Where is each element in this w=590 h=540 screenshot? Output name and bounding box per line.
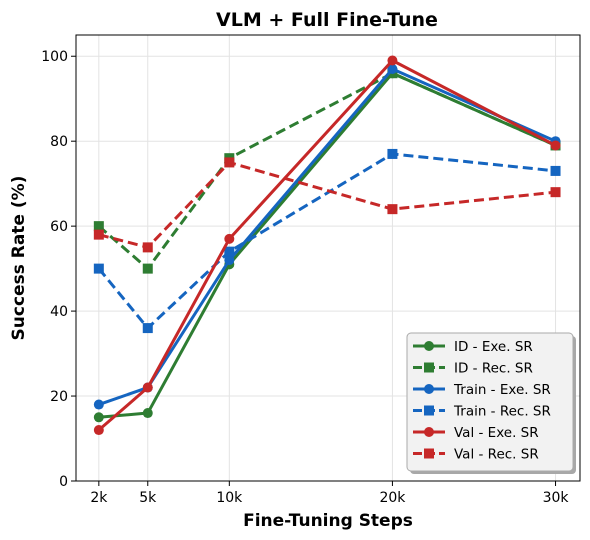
- data-point: [387, 55, 398, 66]
- chart-title: VLM + Full Fine-Tune: [216, 9, 438, 31]
- legend-marker: [424, 405, 434, 416]
- series-1: [93, 68, 561, 274]
- x-axis-title: Fine-Tuning Steps: [243, 511, 413, 531]
- data-point: [93, 412, 104, 423]
- y-tick-label: 60: [50, 219, 68, 235]
- data-point: [224, 255, 235, 266]
- series-lines: [93, 55, 561, 436]
- y-tick-label: 80: [50, 134, 68, 150]
- x-tick-label: 30k: [543, 490, 570, 506]
- data-point: [387, 148, 398, 159]
- data-point: [93, 425, 104, 436]
- legend-box: [406, 332, 574, 472]
- legend-marker: [424, 427, 434, 437]
- series-4: [93, 55, 561, 436]
- data-point: [93, 399, 104, 410]
- axes: 0 20 40 60 80 100 2k 5k 10k 20k 30k: [41, 49, 569, 506]
- data-point: [224, 233, 235, 244]
- series-line: [98, 160, 556, 249]
- y-tick-label: 40: [50, 304, 68, 320]
- legend: ID - Exe. SR ID - Rec. SR Train - Exe. SR T…: [406, 332, 576, 474]
- legend-marker: [424, 341, 434, 351]
- legend-item: Val - Rec. SR: [413, 447, 539, 463]
- x-tick-label: 10k: [216, 490, 243, 506]
- series-5: [93, 157, 561, 253]
- data-point: [93, 229, 104, 240]
- legend-item: ID - Exe. SR: [413, 339, 533, 355]
- series-3: [93, 148, 561, 334]
- data-point: [387, 204, 398, 215]
- legend-label: ID - Rec. SR: [454, 361, 533, 377]
- data-point: [93, 221, 104, 232]
- legend-label: Val - Exe. SR: [454, 425, 539, 441]
- legend-marker: [424, 362, 434, 373]
- x-tick-label: 5k: [139, 490, 157, 506]
- x-tick-label: 20k: [379, 490, 406, 506]
- legend-label: Train - Rec. SR: [453, 404, 551, 420]
- legend-marker: [424, 448, 434, 459]
- y-tick-label: 0: [59, 474, 68, 490]
- legend-item: ID - Rec. SR: [413, 361, 533, 377]
- y-axis-title: Success Rate (%): [9, 176, 29, 341]
- plot-frame: [75, 34, 581, 482]
- y-tick-label: 20: [50, 389, 68, 405]
- data-point: [550, 165, 561, 176]
- legend-label: ID - Exe. SR: [454, 339, 533, 355]
- legend-item: Train - Rec. SR: [413, 404, 551, 420]
- data-point: [550, 187, 561, 198]
- legend-label: Val - Rec. SR: [454, 447, 539, 463]
- data-point: [93, 263, 104, 274]
- y-tick-label: 100: [41, 49, 68, 65]
- data-point: [224, 157, 235, 168]
- series-line: [97, 71, 557, 271]
- data-point: [142, 323, 153, 334]
- data-point: [224, 246, 235, 257]
- data-point: [142, 263, 153, 274]
- legend-marker: [424, 384, 434, 394]
- legend-label: Train - Exe. SR: [453, 382, 551, 398]
- data-point: [142, 408, 153, 419]
- legend-item: Val - Exe. SR: [413, 425, 539, 441]
- data-point: [387, 63, 398, 74]
- x-tick-label: 2k: [90, 490, 108, 506]
- legend-item: Train - Exe. SR: [413, 382, 551, 398]
- data-point: [142, 242, 153, 253]
- data-point: [550, 140, 561, 151]
- data-point: [142, 382, 153, 393]
